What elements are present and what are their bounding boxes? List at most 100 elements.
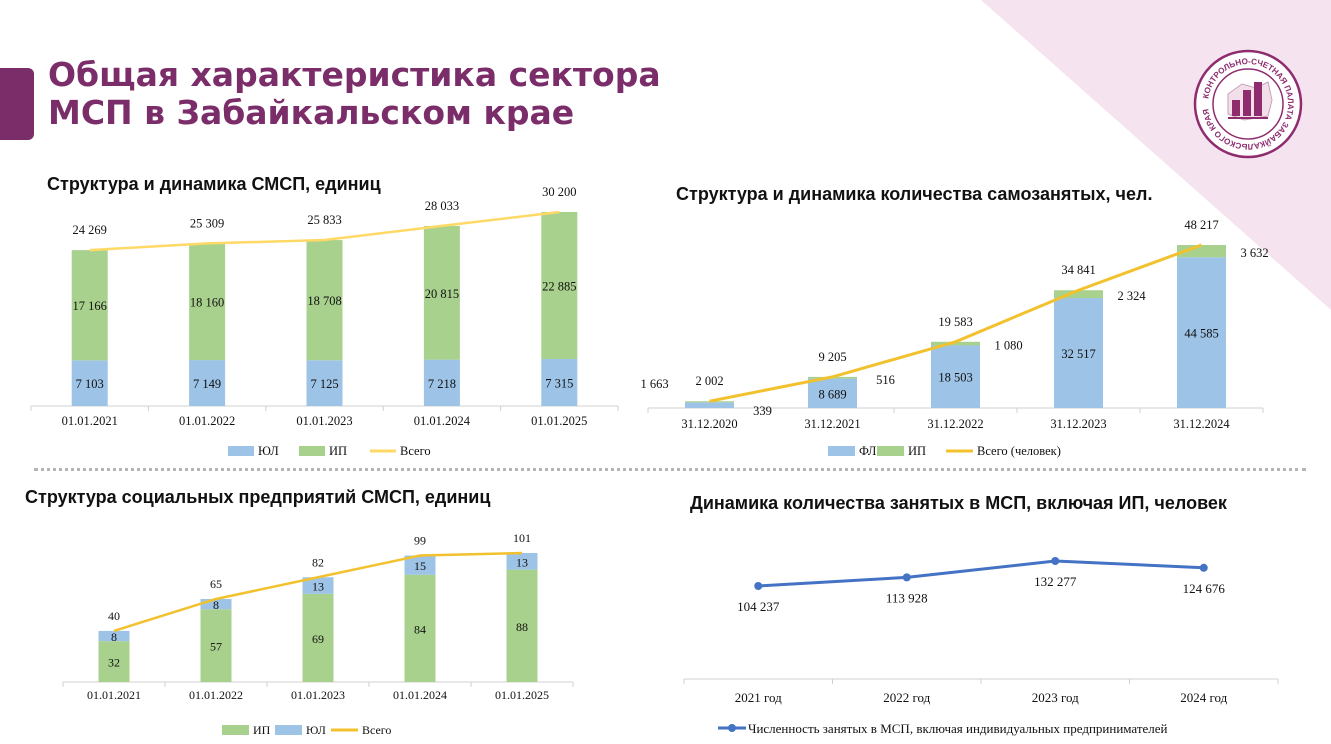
- x-tick-label: 31.12.2021: [804, 417, 860, 431]
- bar-ФЛ-4: [1177, 257, 1226, 408]
- legend-label-1: ИП: [329, 444, 347, 458]
- total-line: [709, 243, 1203, 403]
- data-label: 18 160: [190, 296, 224, 310]
- data-label: 18 708: [307, 294, 341, 308]
- legend-label-1: ЮЛ: [306, 723, 326, 737]
- accounts-chamber-logo: КОНТРОЛЬНО-СЧЕТНАЯ ПАЛАТА ЗАБАЙКАЛЬСКОГО…: [1193, 49, 1303, 159]
- total-label: 25 309: [190, 216, 224, 230]
- bar-ЮЛ-0: [71, 360, 108, 406]
- data-label: 57: [210, 640, 222, 654]
- x-tick-label: 01.01.2022: [189, 688, 243, 702]
- line-marker: [754, 582, 763, 590]
- bar-ИП-2: [931, 341, 980, 346]
- data-label: 132 277: [1034, 574, 1077, 589]
- bar-ИП-4: [541, 212, 578, 360]
- legend-marker: [728, 724, 736, 732]
- bar-ИП-3: [423, 225, 460, 360]
- legend-swatch-0: [228, 446, 254, 456]
- total-label: 19 583: [938, 315, 972, 329]
- line-marker: [902, 573, 911, 582]
- x-tick-label: 01.01.2024: [393, 688, 447, 702]
- data-label: 8: [213, 598, 219, 612]
- data-label: 13: [516, 555, 528, 569]
- x-tick-label: 2021 год: [735, 690, 782, 705]
- total-label: 65: [210, 577, 222, 591]
- data-label: 1 080: [994, 339, 1022, 353]
- data-label: 7 125: [310, 377, 338, 391]
- bar-ИП-1: [200, 609, 232, 682]
- legend-label-2: Всего: [362, 723, 391, 737]
- bar-ИП-0: [685, 401, 734, 403]
- x-tick-label: 31.12.2024: [1173, 417, 1230, 431]
- total-line: [89, 210, 560, 252]
- data-label: 104 237: [737, 599, 780, 614]
- title-accent-bar: [0, 68, 34, 140]
- x-tick-label: 01.01.2025: [495, 688, 549, 702]
- bar-ЮЛ-2: [302, 577, 334, 594]
- legend-label-2: Всего (человек): [977, 444, 1061, 458]
- x-tick-label: 01.01.2023: [296, 414, 352, 428]
- data-label: 339: [753, 404, 772, 418]
- bar-ИП-4: [506, 569, 538, 682]
- x-tick-label: 31.12.2022: [927, 417, 983, 431]
- data-label: 7 149: [193, 377, 221, 391]
- legend-label-0: ФЛ: [859, 444, 877, 458]
- legend-swatch-1: [877, 446, 904, 456]
- data-label: 32 517: [1061, 347, 1095, 361]
- bar-ИП-0: [98, 641, 130, 682]
- total-label: 99: [414, 534, 426, 548]
- total-label: 2 002: [695, 374, 723, 388]
- total-label: 9 205: [818, 350, 846, 364]
- bar-ИП-3: [404, 574, 436, 682]
- x-tick-label: 01.01.2023: [291, 688, 345, 702]
- x-tick-label: 2023 год: [1032, 690, 1079, 705]
- legend-swatch-0: [828, 446, 855, 456]
- total-label: 25 833: [307, 213, 341, 227]
- data-label: 7 103: [76, 377, 104, 391]
- data-label: 17 166: [73, 299, 107, 313]
- legend-swatch-1: [275, 725, 302, 735]
- total-label: 40: [108, 609, 120, 623]
- legend-label-2: Всего: [400, 444, 431, 458]
- bar-ЮЛ-1: [189, 360, 226, 406]
- total-label: 82: [312, 555, 324, 569]
- bar-ЮЛ-1: [200, 598, 232, 610]
- data-label: 7 218: [428, 377, 456, 391]
- page-title-line-2: МСП в Забайкальском крае: [48, 93, 575, 132]
- data-label: 13: [312, 580, 324, 594]
- x-tick-label: 01.01.2021: [62, 414, 118, 428]
- data-label: 516: [876, 373, 895, 387]
- data-label: 15: [414, 559, 426, 573]
- total-label: 48 217: [1184, 218, 1218, 232]
- bar-ФЛ-1: [808, 378, 857, 408]
- data-label: 2 324: [1117, 289, 1146, 303]
- total-label: 28 033: [425, 199, 459, 213]
- legend-label: Численность занятых в МСП, включая индив…: [748, 721, 1168, 736]
- bar-ФЛ-0: [685, 402, 734, 408]
- x-tick-label: 01.01.2022: [179, 414, 235, 428]
- legend-swatch-0: [222, 725, 249, 735]
- chart-title-social: Структура социальных предприятий СМСП, е…: [25, 487, 491, 507]
- bar-ФЛ-2: [931, 345, 980, 408]
- bar-ЮЛ-3: [423, 359, 460, 406]
- bar-ФЛ-3: [1054, 298, 1103, 408]
- line-marker: [1051, 557, 1060, 565]
- total-label: 101: [513, 531, 531, 545]
- bar-ЮЛ-3: [404, 555, 436, 575]
- bar-ЮЛ-0: [98, 630, 130, 642]
- data-label: 88: [516, 620, 528, 634]
- data-label: 8 689: [818, 387, 846, 401]
- total-label: 30 200: [542, 185, 576, 199]
- chart-title-employment: Динамика количества занятых в МСП, включ…: [690, 493, 1227, 513]
- bar-ИП-2: [302, 593, 334, 682]
- total-label: 34 841: [1061, 263, 1095, 277]
- x-tick-label: 31.12.2020: [681, 417, 737, 431]
- legend-label-0: ИП: [253, 723, 271, 737]
- data-label: 44 585: [1184, 327, 1218, 341]
- data-label: 69: [312, 632, 324, 646]
- bar-ИП-1: [189, 243, 226, 361]
- total-label: 24 269: [73, 223, 107, 237]
